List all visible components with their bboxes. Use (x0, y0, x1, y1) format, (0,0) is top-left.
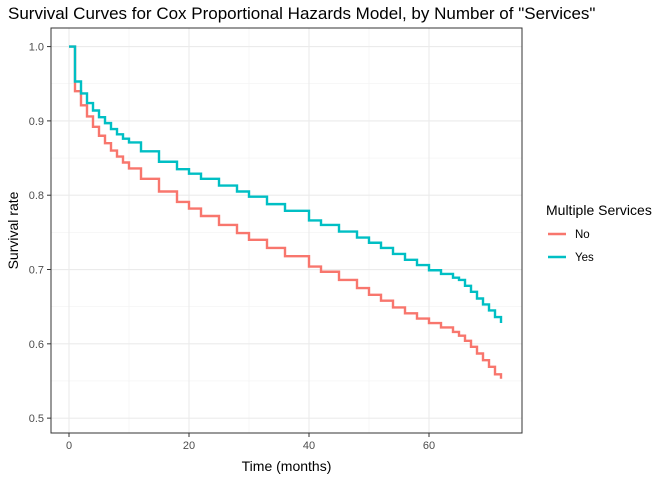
series-layer (69, 45, 503, 379)
chart-title: Survival Curves for Cox Proportional Haz… (8, 4, 595, 23)
x-tick-label: 0 (66, 440, 72, 452)
legend-item-no: No (548, 229, 590, 241)
y-tick-label: 0.9 (29, 116, 44, 128)
x-axis-title: Time (months) (242, 458, 332, 474)
y-axis-title: Survival rate (5, 191, 21, 269)
series-line-no (69, 45, 503, 379)
grid-minor (51, 28, 522, 433)
series-line-yes (69, 45, 503, 324)
legend-label: No (575, 229, 590, 241)
y-tick-label: 0.6 (29, 339, 44, 351)
axis-ticks: 0 20 40 60 0.5 0.6 0.7 0.8 0.9 1.0 (29, 42, 435, 452)
legend-item-yes: Yes (548, 252, 594, 264)
legend: Multiple Services No Yes (546, 202, 652, 264)
legend-items: No Yes (548, 229, 594, 264)
x-tick-label: 40 (303, 440, 315, 452)
grid-major (51, 28, 522, 433)
legend-label: Yes (575, 252, 594, 264)
y-tick-label: 0.5 (29, 413, 44, 425)
y-tick-label: 1.0 (29, 42, 44, 54)
y-tick-label: 0.7 (29, 265, 44, 277)
x-tick-label: 20 (183, 440, 195, 452)
legend-title: Multiple Services (546, 202, 652, 218)
plot-panel-border (50, 27, 523, 434)
y-tick-label: 0.8 (29, 190, 44, 202)
x-tick-label: 60 (423, 440, 435, 452)
